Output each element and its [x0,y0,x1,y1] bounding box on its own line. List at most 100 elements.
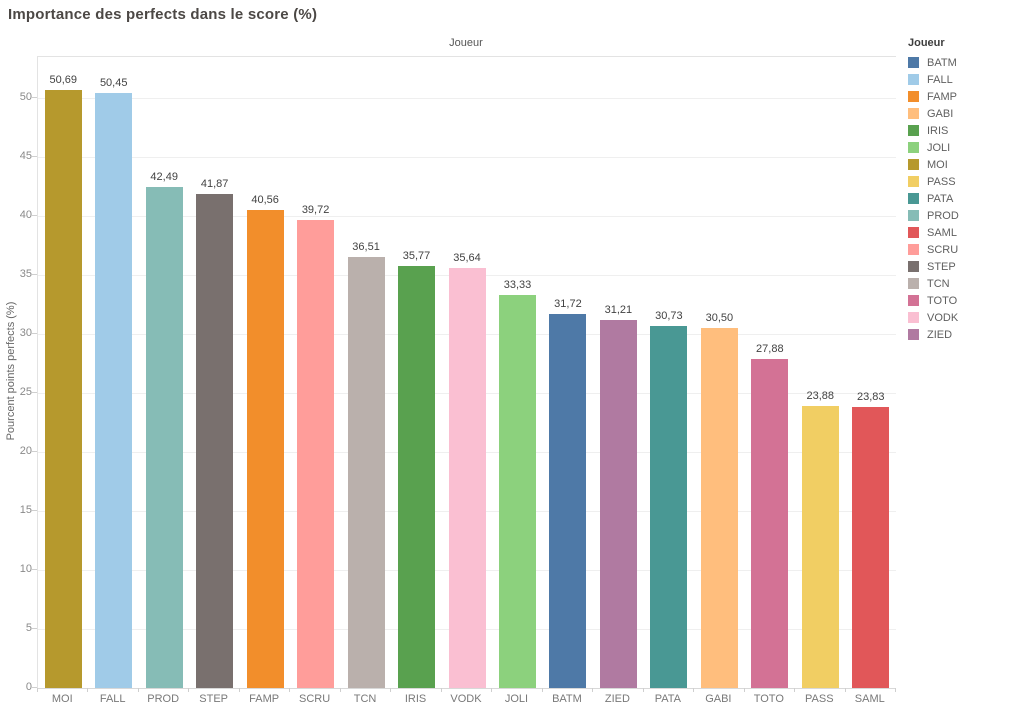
y-tick-mark-30 [32,333,37,335]
x-tick-mark-13 [693,688,695,692]
y-tick-mark-20 [32,451,37,453]
bar-scru[interactable] [297,219,335,688]
legend-label-prod: PROD [927,209,959,222]
bar-vodk[interactable] [448,267,486,688]
bar-gabi[interactable] [700,328,738,688]
legend-item-step[interactable]: STEP [908,258,1020,275]
x-tick-mark-11 [592,688,594,692]
bar-value-batm: 31,72 [554,297,582,310]
y-tick-mark-50 [32,97,37,99]
y-tick-label-10: 10 [19,563,32,576]
x-category-label-batm: BATM [552,693,582,703]
bar-batm[interactable] [549,313,587,688]
legend-swatch-tcn [908,278,919,289]
x-category-label-moi: MOI [51,693,73,703]
x-tick-mark-5 [289,688,291,692]
x-tick-mark-12 [642,688,644,692]
bar-saml[interactable] [852,406,890,688]
x-category-label-fall: FALL [99,693,126,703]
legend-item-famp[interactable]: FAMP [908,88,1020,105]
legend-title: Joueur [908,37,945,49]
y-tick-label-45: 45 [19,150,32,163]
bar-value-pass: 23,88 [806,390,835,403]
bar-joli[interactable] [498,294,536,688]
x-category-label-pata: PATA [654,693,682,703]
bar-toto[interactable] [751,359,789,688]
bar-pata[interactable] [650,325,688,688]
legend-swatch-zied [908,329,919,340]
legend-label-moi: MOI [927,158,948,171]
legend-item-fall[interactable]: FALL [908,71,1020,88]
legend-swatch-toto [908,295,919,306]
x-category-label-vodk: VODK [450,693,482,703]
legend-swatch-famp [908,91,919,102]
legend-swatch-prod [908,210,919,221]
x-category-label-toto: TOTO [753,693,784,703]
y-tick-mark-10 [32,569,37,571]
x-tick-mark-7 [390,688,392,692]
legend-label-saml: SAML [927,226,957,239]
bar-value-tcn: 36,51 [352,241,380,254]
legend-item-zied[interactable]: ZIED [908,326,1020,343]
x-category-label-famp: FAMP [249,693,280,703]
y-tick-mark-25 [32,392,37,394]
legend-swatch-pata [908,193,919,204]
bar-value-zied: 31,21 [604,303,633,316]
legend-label-joli: JOLI [927,141,951,154]
y-tick-label-15: 15 [19,504,32,517]
legend-item-scru[interactable]: SCRU [908,241,1020,258]
legend-item-saml[interactable]: SAML [908,224,1020,241]
legend-swatch-iris [908,125,919,136]
x-category-label-scru: SCRU [298,693,331,703]
legend-item-vodk[interactable]: VODK [908,309,1020,326]
bar-value-step: 41,87 [200,178,229,191]
bar-value-toto: 27,88 [756,343,784,356]
legend-swatch-joli [908,142,919,153]
legend-item-pata[interactable]: PATA [908,190,1020,207]
bar-value-moi: 50,69 [49,74,77,87]
x-tick-mark-3 [188,688,190,692]
plot-area: 50,69 50,45 42,49 41,87 40,56 39,72 36,51 35,77… [37,56,896,689]
x-category-label-joli: JOLI [504,693,529,703]
legend-item-toto[interactable]: TOTO [908,292,1020,309]
bar-step[interactable] [196,194,234,688]
bar-iris[interactable] [398,266,436,688]
y-tick-label-30: 30 [19,327,32,340]
x-tick-mark-16 [844,688,846,692]
legend-item-tcn[interactable]: TCN [908,275,1020,292]
y-tick-mark-45 [32,156,37,158]
legend-item-pass[interactable]: PASS [908,173,1020,190]
bar-fall[interactable] [95,92,133,688]
bar-value-iris: 35,77 [402,250,431,263]
y-tick-mark-5 [32,628,37,630]
x-tick-mark-9 [491,688,493,692]
bar-value-famp: 40,56 [251,193,279,206]
bar-value-scru: 39,72 [301,203,330,216]
x-category-label-pass: PASS [805,693,834,703]
bar-prod[interactable] [145,186,183,688]
legend-item-joli[interactable]: JOLI [908,139,1020,156]
bar-famp[interactable] [246,209,284,688]
bar-pass[interactable] [801,406,839,688]
legend-item-gabi[interactable]: GABI [908,105,1020,122]
legend-swatch-gabi [908,108,919,119]
legend-item-iris[interactable]: IRIS [908,122,1020,139]
bar-zied[interactable] [599,319,637,688]
gridline-45 [38,157,896,159]
chart-title: Importance des perfects dans le score (%… [8,6,318,23]
legend-item-batm[interactable]: BATM [908,54,1020,71]
x-tick-mark-4 [238,688,240,692]
x-tick-mark-0 [37,688,38,692]
legend-swatch-saml [908,227,919,238]
bar-value-saml: 23,83 [856,390,885,403]
bar-moi[interactable] [44,90,82,688]
x-category-label-gabi: GABI [705,693,732,703]
gridline-50 [38,98,896,100]
x-category-label-saml: SAML [854,693,885,703]
legend-item-moi[interactable]: MOI [908,156,1020,173]
bar-tcn[interactable] [347,257,385,688]
y-tick-mark-40 [32,215,37,217]
y-tick-label-0: 0 [25,681,32,693]
legend-item-prod[interactable]: PROD [908,207,1020,224]
legend-swatch-vodk [908,312,919,323]
